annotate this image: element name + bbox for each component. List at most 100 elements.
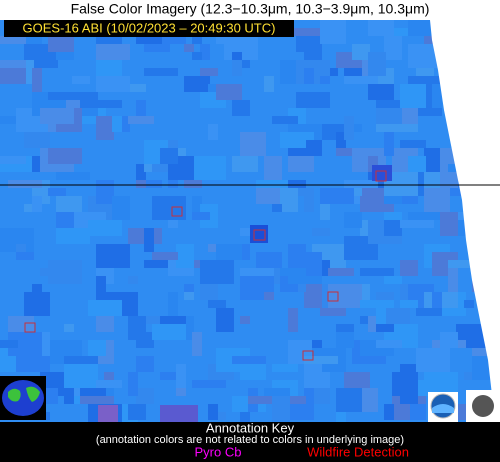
pixel-block (280, 188, 298, 212)
annotation-bar (0, 422, 500, 462)
pixel-block (256, 180, 290, 188)
pixel-block (168, 220, 178, 228)
pixel-block (98, 405, 118, 422)
label-box (4, 20, 294, 37)
pixel-block (424, 188, 450, 212)
pixel-block (400, 220, 434, 228)
pixel-block (448, 164, 458, 172)
pixel-block (144, 260, 178, 268)
pixel-block (192, 52, 202, 60)
pixel-block (232, 60, 242, 76)
pixel-block (368, 84, 394, 100)
pixel-block (288, 276, 322, 284)
pixel-block (136, 356, 154, 372)
pixel-block (168, 140, 178, 148)
pixel-block (208, 124, 218, 140)
pixel-block (304, 68, 314, 84)
pixel-block (168, 292, 178, 316)
pixel-block (384, 132, 394, 156)
pixel-block (8, 180, 42, 188)
pixel-block (136, 180, 146, 188)
pixel-block (336, 388, 362, 412)
pixel-block (184, 180, 202, 188)
pixel-block (40, 268, 58, 276)
pixel-block (216, 244, 242, 260)
pixel-block (160, 405, 198, 422)
pixel-block (264, 76, 274, 92)
pixel-block (208, 404, 218, 420)
pixel-block (320, 260, 330, 276)
pixel-block (240, 268, 274, 276)
pixel-block (272, 364, 298, 372)
pixel-block (232, 156, 258, 172)
pixel-block (192, 156, 226, 180)
pixel-block (400, 260, 418, 276)
pixel-block (32, 68, 42, 92)
pixel-block (264, 292, 274, 300)
pixel-block (240, 364, 266, 380)
pixel-block (400, 300, 418, 308)
pixel-block (200, 44, 210, 60)
pixel-block (432, 84, 442, 108)
pixel-block (392, 28, 410, 36)
pixel-block (416, 308, 442, 316)
pixel-block (440, 332, 458, 348)
pixel-block (96, 380, 122, 388)
pixel-block (128, 404, 146, 420)
pixel-block (272, 396, 290, 420)
pixel-block (96, 76, 130, 92)
pixel-block (64, 356, 98, 364)
pixel-block (416, 172, 426, 196)
pixel-block (344, 116, 354, 140)
pixel-block (56, 172, 90, 180)
pixel-block (240, 316, 250, 324)
pixel-block (376, 324, 394, 332)
pixel-block (192, 212, 210, 220)
pixel-block (288, 180, 306, 188)
pixel-block (464, 300, 474, 308)
pixel-block (184, 284, 194, 292)
annotation-item: Pyro Cb (195, 444, 242, 459)
pixel-block (320, 188, 354, 204)
pixel-block (64, 380, 74, 404)
globe (2, 380, 44, 416)
pixel-block (88, 300, 122, 316)
detection-box (253, 229, 266, 241)
pixel-block (216, 308, 234, 332)
pixel-block (304, 52, 322, 60)
pixel-block (360, 300, 394, 308)
pixel-block (24, 292, 50, 316)
pixel-block (152, 252, 178, 260)
pixel-block (264, 156, 282, 180)
pixel-block (152, 164, 178, 172)
pixel-block (192, 36, 202, 44)
annotation-item: Wildfire Detection (307, 444, 409, 459)
pixel-block (360, 316, 370, 324)
pixel-block (376, 300, 386, 324)
pixel-block (96, 276, 106, 300)
pixel-block (176, 244, 194, 268)
pixel-block (352, 44, 370, 60)
pixel-block (304, 132, 314, 140)
pixel-block (312, 388, 330, 404)
pixel-block (160, 372, 178, 380)
pixel-block (96, 316, 114, 332)
pixel-block (440, 212, 458, 236)
no-data-region (430, 20, 500, 410)
globe-logo (0, 376, 46, 420)
pixel-block (0, 36, 26, 44)
pixel-block (336, 148, 362, 156)
pixel-block (136, 316, 162, 324)
pixel-block (64, 324, 74, 332)
pixel-block (16, 244, 26, 252)
pixel-block (136, 388, 154, 404)
pixel-block (288, 124, 322, 132)
pixel-block (304, 284, 322, 308)
pixel-block (376, 124, 410, 132)
pixel-block (232, 52, 242, 60)
pixel-block (200, 284, 218, 300)
pixel-block (280, 132, 306, 148)
pixel-block (24, 204, 34, 212)
